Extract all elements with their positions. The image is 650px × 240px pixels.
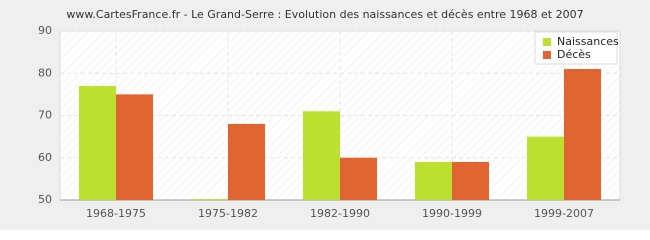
y-tick-label: 80 xyxy=(38,66,52,79)
y-tick-label: 90 xyxy=(38,24,52,37)
bar xyxy=(340,157,377,200)
x-tick-label: 1999-2007 xyxy=(534,207,594,220)
x-tick-label: 1990-1999 xyxy=(422,207,482,220)
bar xyxy=(564,69,601,201)
bar xyxy=(415,161,452,200)
x-tick-label: 1975-1982 xyxy=(198,207,258,220)
legend-swatch xyxy=(543,38,551,46)
bar xyxy=(228,123,265,200)
chart-title: www.CartesFrance.fr - Le Grand-Serre : E… xyxy=(66,8,583,21)
legend-swatch xyxy=(543,51,551,59)
legend-label: Décès xyxy=(557,48,591,61)
bar xyxy=(452,161,489,200)
bar xyxy=(527,136,564,200)
bar xyxy=(79,85,116,200)
x-tick-label: 1982-1990 xyxy=(310,207,370,220)
chart: www.CartesFrance.fr - Le Grand-Serre : E… xyxy=(0,0,650,230)
y-tick-label: 70 xyxy=(38,109,52,122)
bar xyxy=(191,199,228,200)
legend-label: Naissances xyxy=(557,35,619,48)
y-tick-label: 60 xyxy=(38,151,52,164)
bar xyxy=(303,111,340,200)
bar xyxy=(116,94,153,200)
y-tick-label: 50 xyxy=(38,193,52,206)
x-tick-label: 1968-1975 xyxy=(86,207,146,220)
